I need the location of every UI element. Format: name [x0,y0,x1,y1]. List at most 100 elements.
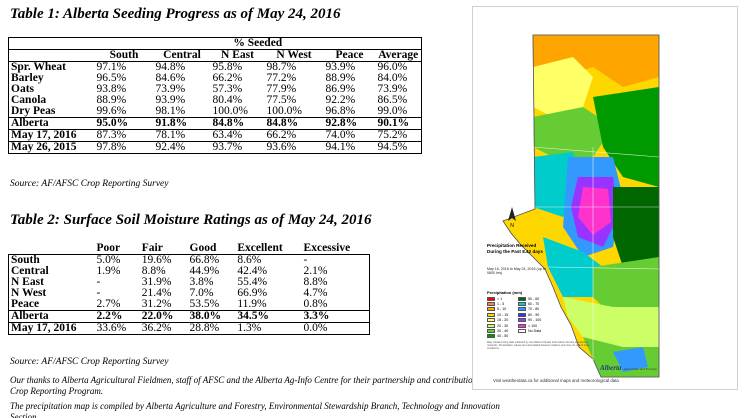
legend-label: 70 - 80 [528,307,540,312]
legend-swatch [518,318,526,323]
legend-swatch [518,312,526,317]
table-cell: - [96,276,101,288]
column-header: Excessive [303,242,351,254]
table-cell: 88.9% [325,72,356,84]
table-cell: 88.9% [96,94,127,106]
row-label: Dry Peas [11,105,56,117]
table-cell: 77.5% [266,94,297,106]
table1-source: Source: AF/AFSC Crop Reporting Survey [10,179,169,189]
table-cell: 78.1% [155,129,186,141]
table-body: South 5.0% 19.6% 66.8% 8.6% - Central 1.9% 8.8% 4… [8,254,370,335]
legend-item: 1 - 5 [487,301,518,306]
table-cell: 7.0% [189,287,214,299]
table-cell: 53.5% [189,298,220,310]
table-cell: 63.4% [212,129,243,141]
table-cell: 77.2% [266,72,297,84]
table-cell: 90.1% [375,117,422,130]
legend-label: 80 - 90 [528,312,540,317]
table-cell: 73.9% [377,83,408,95]
legend-item: No Data [518,328,549,333]
legend-item: 30 - 40 [487,328,518,333]
table-cell: 95.0% [94,117,154,130]
table-cell: 73.9% [155,83,186,95]
table-cell: 94.5% [375,141,422,154]
legend-swatch [518,323,526,328]
legend-item: 40 - 50 [487,334,518,339]
table-row: Peace 2.7% 31.2% 53.5% 11.9% 0.8% [9,298,370,311]
row-label: May 17, 2016 [11,322,77,334]
table-cell: 97.1% [96,61,127,73]
column-header: Average [375,49,422,62]
legend-swatch [518,301,526,306]
legend-item: 5 - 10 [487,307,518,312]
map-title: Precipitation Received During the Past 8… [487,243,543,254]
table-cell: 86.9% [325,83,356,95]
legend-swatch [487,328,495,333]
legend-label: 20 - 30 [497,323,509,328]
row-label: Central [11,265,49,277]
table-row: Spr. Wheat 97.1% 94.8% 95.8% 98.7% 93.9% 96.0% [9,61,422,74]
table-cell: 75.2% [377,129,408,141]
legend-swatch [518,307,526,312]
table-cell: 4.7% [303,287,328,299]
table-cell: 86.5% [377,94,408,106]
row-label: Barley [11,72,44,84]
table-cell: 66.2% [266,129,297,141]
column-header: Poor [96,242,121,254]
table-cell: 92.4% [153,141,211,154]
table-cell: 93.9% [325,61,356,73]
table-cell: 2.7% [96,298,121,310]
table-header-row: South Central N East N West Peace Averag… [8,49,422,62]
legend-item: 80 - 90 [518,312,549,317]
map-subtitle: May 16, 2016 to May 24, 2016 (up to 0800… [487,267,546,276]
legend-label: 15 - 20 [497,318,509,323]
legend-label: < 1 [497,296,503,301]
table-cell: 1.3% [237,322,262,334]
legend-item: > 100 [518,323,549,328]
row-label: Oats [11,83,34,95]
legend-swatch [487,301,495,306]
svg-text:N: N [510,223,514,227]
table-cell: 93.9% [155,94,186,106]
legend-label: 5 - 10 [497,307,507,312]
map-disclaimer: Map created using data collected by the … [487,341,590,351]
table-cell: 33.6% [96,322,127,334]
legend-item: < 1 [487,296,518,301]
soil-moisture-table: Poor Fair Good Excellent Excessive South… [8,242,370,335]
table-cell: 0.0% [303,322,328,334]
legend-label: 10 - 15 [497,312,509,317]
table-cell: 92.8% [323,117,376,130]
table-cell: 31.2% [141,298,172,310]
table-cell: 31.9% [141,276,172,288]
table-cell: 19.6% [139,254,188,266]
table-cell: 77.9% [266,83,297,95]
table-cell: 99.0% [377,105,408,117]
legend-swatch [487,334,495,339]
table-cell: 84.6% [155,72,186,84]
table-cell: 8.6% [235,254,302,266]
table-header-row: Poor Fair Good Excellent Excessive [9,242,370,255]
column-header: Peace [323,49,376,62]
table-row: May 17, 2016 87.3% 78.1% 63.4% 66.2% 74.0% 75.… [9,129,422,142]
table-row: Canola 88.9% 93.9% 80.4% 77.5% 92.2% 86.5% [9,94,422,106]
legend-label: > 100 [528,323,538,328]
table-cell: 66.9% [237,287,268,299]
table-cell: 95.8% [212,61,243,73]
seeding-progress-table: % Seeded South Central N East N West Pea… [8,37,422,154]
table-cell: - [96,287,101,299]
row-label: South [8,254,95,266]
legend-swatch [487,323,495,328]
legend-label: 40 - 50 [497,334,509,339]
legend-item: 90 - 100 [518,318,549,323]
table-cell: 2.1% [303,265,328,277]
legend-label: 60 - 70 [528,301,540,306]
table-cell: 98.7% [266,61,297,73]
map-credit-note: The precipitation map is compiled by Alb… [10,401,500,418]
row-label: Spr. Wheat [11,61,66,73]
map-footer: Visit weatherdata.ca for additional maps… [493,378,619,383]
table-cell: 100.0% [266,105,302,117]
table-cell: 80.4% [212,94,243,106]
group-header: % Seeded [94,37,422,50]
alberta-map-graphic [502,34,660,378]
table-row: N East - 31.9% 3.8% 55.4% 8.8% [9,276,370,288]
